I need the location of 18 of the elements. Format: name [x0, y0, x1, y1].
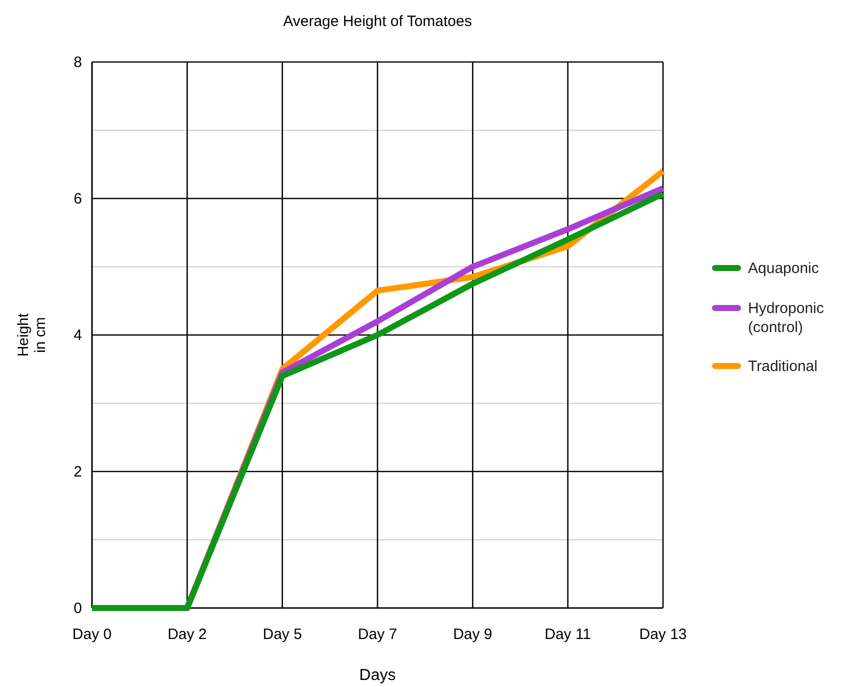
chart-title: Average Height of Tomatoes — [283, 13, 472, 30]
y-tick-label: 6 — [74, 190, 82, 208]
y-tick-label: 2 — [74, 464, 82, 480]
x-tick-label: Day 2 — [168, 626, 207, 643]
x-axis-title: Days — [359, 667, 396, 684]
x-tick-label: Day 0 — [72, 626, 112, 643]
x-tick-label: Day 11 — [544, 626, 592, 643]
x-tick-label: Day 7 — [358, 626, 398, 643]
legend-label: Hydroponic (control) — [748, 300, 824, 336]
legend-label: Traditional — [748, 358, 818, 375]
y-tick-label: 4 — [74, 327, 82, 344]
x-tick-label: Day 5 — [262, 626, 302, 643]
y-axis-title: Height in cm — [15, 312, 49, 357]
y-tick-label: 8 — [74, 54, 82, 71]
x-tick-label: Day 9 — [453, 626, 492, 643]
y-tick-label: 0 — [74, 600, 82, 617]
legend-label: Aquaponic — [748, 260, 820, 277]
x-tick-label: Day 13 — [639, 626, 687, 643]
